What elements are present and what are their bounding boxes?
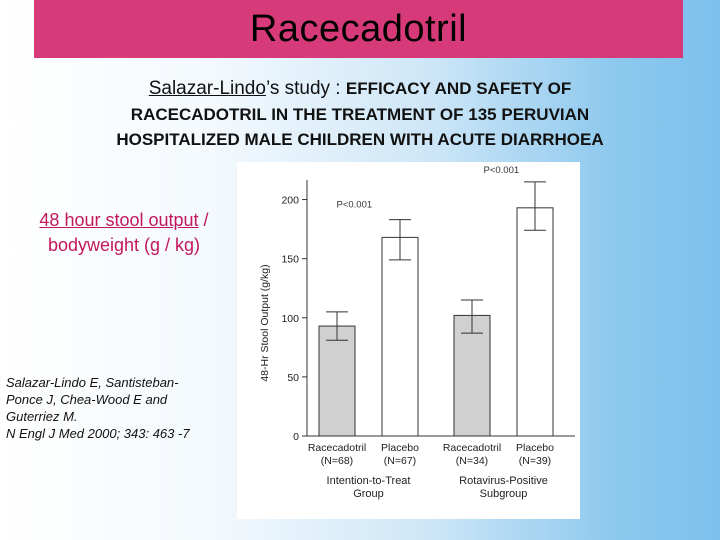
bar-n-label: (N=34) xyxy=(456,455,488,467)
measure-text-2: / xyxy=(198,210,209,230)
bar xyxy=(516,207,554,437)
bar xyxy=(453,314,491,437)
reference: Salazar-Lindo E, Santisteban- Ponce J, C… xyxy=(6,374,236,442)
bar-label: Placebo xyxy=(516,442,554,454)
study-title-part-1: EFFICACY AND SAFETY OF xyxy=(345,79,572,98)
group-label-line-2: Subgroup xyxy=(480,488,528,500)
bar xyxy=(318,325,356,437)
bar-label: Placebo xyxy=(381,442,419,454)
group-label-line-1: Intention-to-Treat xyxy=(327,475,411,487)
study-author-suffix: ’s study : xyxy=(265,78,346,99)
chart-panel: 48-Hr Stool Output (g/kg) 0 50 100 150 200 Rac… xyxy=(237,162,580,519)
y-tick-label: 100 xyxy=(281,313,299,325)
bar-label: Racecadotril xyxy=(443,442,501,454)
study-title-part-2: RACECADOTRIL IN THE TREATMENT OF 135 PER… xyxy=(130,105,590,124)
p-value-label: P<0.001 xyxy=(337,200,373,211)
bar-chart: 48-Hr Stool Output (g/kg) 0 50 100 150 200 Rac… xyxy=(259,165,575,500)
y-tick-label: 50 xyxy=(287,372,299,384)
reference-line-2: Ponce J, Chea-Wood E and xyxy=(6,392,168,407)
y-axis-label: 48-Hr Stool Output (g/kg) xyxy=(259,264,271,381)
y-tick-label: 150 xyxy=(281,254,299,266)
bar-n-label: (N=39) xyxy=(519,455,551,467)
title-bar: Racecadotril xyxy=(34,0,683,58)
y-tick-label: 0 xyxy=(293,431,299,443)
slide-title: Racecadotril xyxy=(249,7,468,50)
bar-n-label: (N=67) xyxy=(384,455,416,467)
bar xyxy=(381,236,419,437)
measure-text-1: 48 hour stool output xyxy=(39,210,199,230)
bar-label: Racecadotril xyxy=(308,442,366,454)
p-value-label: P<0.001 xyxy=(484,165,520,176)
study-title-part-3: HOSPITALIZED MALE CHILDREN WITH ACUTE DI… xyxy=(116,130,604,149)
study-author: Salazar-Lindo xyxy=(148,78,266,99)
group-label-line-2: Group xyxy=(353,488,384,500)
reference-line-1: Salazar-Lindo E, Santisteban- xyxy=(6,375,179,390)
reference-line-3: Guterriez M. xyxy=(6,409,78,424)
measure-text-3: bodyweight (g / kg) xyxy=(47,235,201,255)
subtitle-line-1: Salazar-Lindo’s study : EFFICACY AND SAF… xyxy=(20,76,700,102)
study-subtitle: Salazar-Lindo’s study : EFFICACY AND SAF… xyxy=(20,76,700,152)
outcome-measure: 48 hour stool output / bodyweight (g / k… xyxy=(4,208,244,258)
group-label-line-1: Rotavirus-Positive xyxy=(459,475,548,487)
y-tick-label: 200 xyxy=(281,195,299,207)
bar-n-label: (N=68) xyxy=(321,455,353,467)
reference-line-4: N Engl J Med 2000; 343: 463 -7 xyxy=(6,426,190,441)
